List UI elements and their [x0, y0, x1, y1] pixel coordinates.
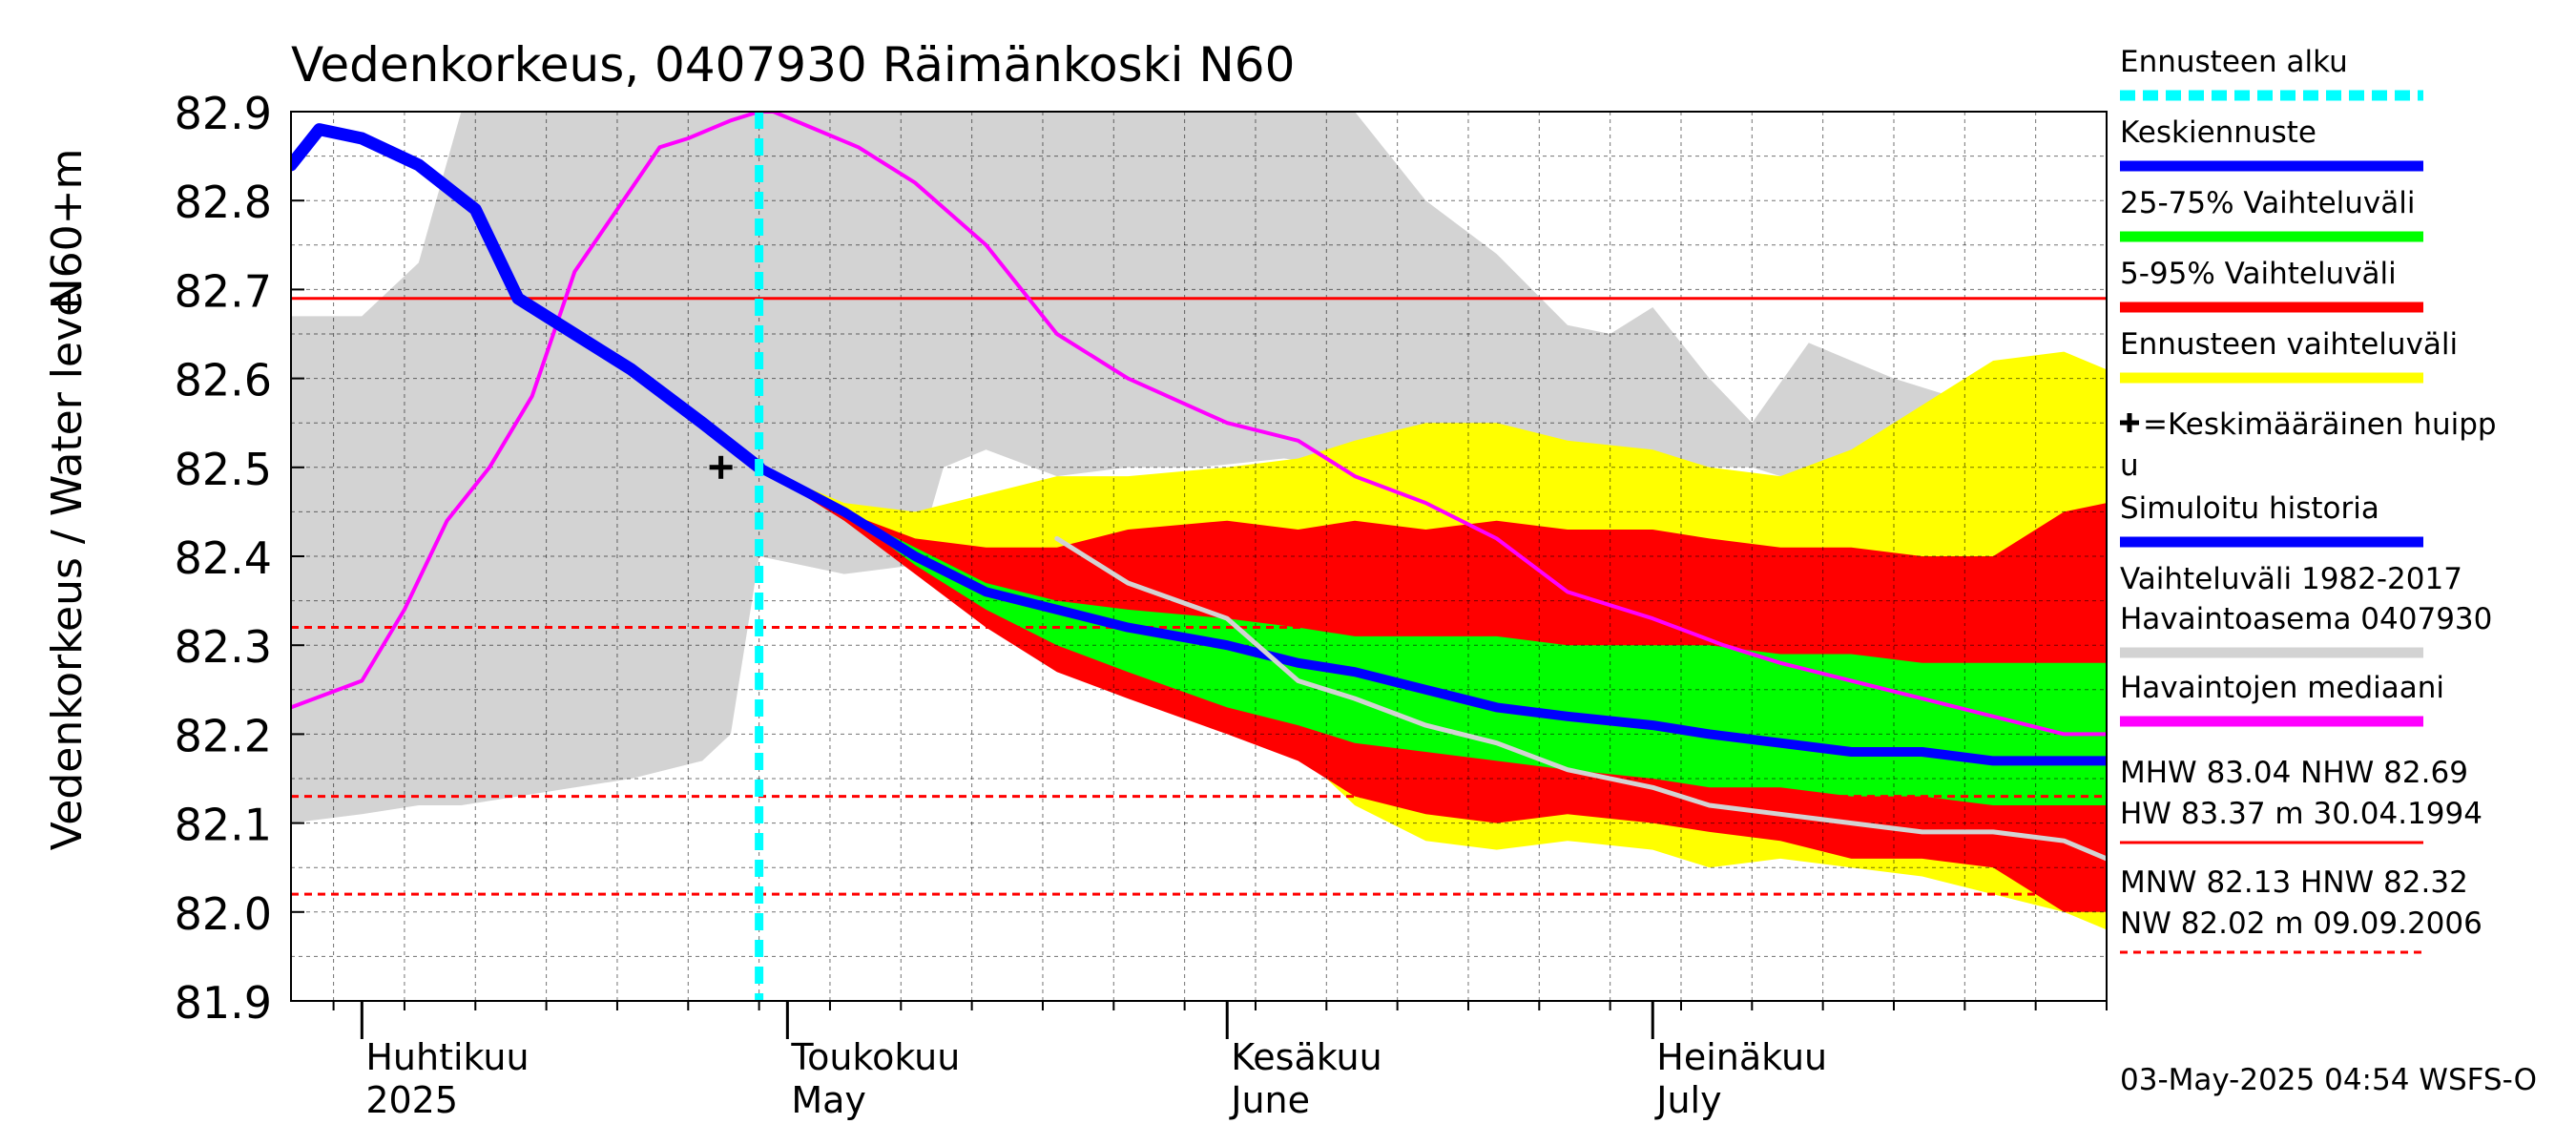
series-lines-layer — [291, 112, 2107, 862]
legend-stat-line: HW 83.37 m 30.04.1994 — [2120, 797, 2483, 831]
legend-stats-2: MNW 82.13 HNW 82.32 NW 82.02 m 09.09.2006 — [2120, 865, 2483, 954]
legend-item-0: Ennusteen alku — [2120, 45, 2423, 101]
legend-label: Vaihteluväli 1982-2017 — [2120, 562, 2462, 596]
y-tick-label: 82.9 — [175, 88, 272, 139]
axes-layer: 82.9 82.8 82.7 82.6 82.5 82.4 82.3 82.2 82.1 82.0… — [175, 88, 2108, 1121]
footer-timestamp: 03-May-2025 04:54 WSFS-O — [2120, 1063, 2537, 1097]
series-line-7 — [1054, 535, 2107, 862]
legend-label: 5-95% Vaihteluväli — [2120, 257, 2397, 291]
legend-stat-line: MNW 82.13 HNW 82.32 — [2120, 865, 2468, 900]
legend-label-2: Havaintoasema 0407930 — [2120, 602, 2492, 636]
y-tick-label: 82.8 — [175, 177, 272, 228]
y-axis-label: Vedenkorkeus / Water level — [43, 280, 92, 851]
y-tick-label: 81.9 — [175, 977, 272, 1029]
series-line-6 — [754, 462, 2107, 766]
forecast-start-layer — [709, 112, 764, 1001]
month-label-fi: Toukokuu — [790, 1036, 960, 1078]
legend-label: Havaintojen mediaani — [2120, 671, 2444, 705]
chart-title: Vedenkorkeus, 0407930 Räimänkoski N60 — [291, 37, 1295, 93]
legend-label: =Keskimääräinen huipp — [2143, 407, 2497, 442]
legend-item-4: Ennusteen vaihteluväli — [2120, 327, 2458, 384]
legend-label: 25-75% Vaihteluväli — [2120, 186, 2416, 220]
band-3 — [758, 467, 2107, 805]
series-line-4 — [291, 112, 2107, 737]
legend: Ennusteen alku Keskiennuste 25-75% Vaihtel… — [2120, 45, 2497, 954]
legend-item-3: 5-95% Vaihteluväli — [2120, 257, 2423, 313]
legend-label: Ennusteen alku — [2120, 45, 2348, 79]
y-tick-label: 82.4 — [175, 532, 272, 584]
y-tick-label: 82.5 — [175, 444, 272, 495]
reference-lines-layer — [291, 297, 2107, 896]
y-tick-label: 82.3 — [175, 621, 272, 673]
legend-stat-line: MHW 83.04 NHW 82.69 — [2120, 756, 2468, 790]
month-label-en: June — [1229, 1079, 1310, 1121]
month-label-en: July — [1654, 1079, 1721, 1121]
legend-label: Keskiennuste — [2120, 115, 2316, 150]
legend-label-2: u — [2120, 448, 2139, 483]
y-tick-label: 82.7 — [175, 265, 272, 317]
legend-stats-1: MHW 83.04 NHW 82.69 HW 83.37 m 30.04.1994 — [2120, 756, 2483, 844]
y-tick-label: 82.1 — [175, 800, 272, 851]
y-tick-label: 82.2 — [175, 710, 272, 761]
legend-stat-line: NW 82.02 m 09.09.2006 — [2120, 906, 2483, 941]
legend-item-8: Havaintojen mediaani — [2120, 671, 2444, 727]
month-label-en: May — [791, 1079, 866, 1121]
y-tick-label: 82.0 — [175, 888, 272, 940]
month-label-fi: Heinäkuu — [1656, 1036, 1827, 1078]
legend-label: Ennusteen vaihteluväli — [2120, 327, 2458, 362]
y-tick-label: 82.6 — [175, 355, 272, 406]
legend-item-6: Simuloitu historia — [2120, 491, 2423, 548]
month-label-en: 2025 — [365, 1079, 458, 1121]
mean-peak-marker — [709, 455, 733, 479]
legend-item-1: Keskiennuste — [2120, 115, 2423, 172]
month-label-fi: Huhtikuu — [365, 1036, 529, 1078]
month-label-fi: Kesäkuu — [1231, 1036, 1382, 1078]
y-axis-unit: N60+m — [43, 149, 92, 310]
legend-label: Simuloitu historia — [2120, 491, 2379, 526]
legend-item-7: Vaihteluväli 1982-2017 Havaintoasema 040… — [2120, 562, 2492, 658]
series-line-5 — [291, 123, 766, 474]
bands-layer — [291, 112, 2107, 930]
legend-item-2: 25-75% Vaihteluväli — [2120, 186, 2423, 242]
